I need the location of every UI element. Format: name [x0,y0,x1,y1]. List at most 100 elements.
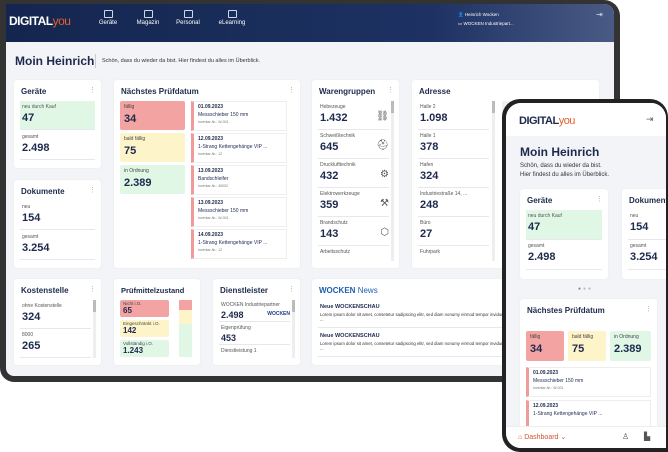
fire-shield-icon: ⬡ [380,227,389,238]
stat-total[interactable]: gesamt 3.254 [20,231,95,260]
scrollbar[interactable] [492,101,495,261]
nav-dashboard[interactable]: ⌂ Dashboard ⌄ [518,434,567,441]
more-icon[interactable]: ⋮ [596,196,603,203]
card-dokumente: Dokumente ⋮ neu 154 gesamt 3.254 [14,180,101,268]
status-soon[interactable]: bald fällig 75 [568,331,606,361]
card-dienstleister: Dienstleister ⋮ WOCKEN Industriepartner 2.… [213,279,300,365]
card-title: Kostenstelle [21,286,69,295]
more-icon[interactable]: ⋮ [89,187,96,194]
more-icon[interactable]: ⋮ [89,286,96,293]
logout-icon[interactable]: ⇥ [596,10,603,19]
more-icon[interactable]: ⋮ [387,87,394,94]
page-subtitle: Schön, dass du wieder da bist. Hier find… [102,58,261,64]
due-item[interactable]: 01.09.2023 Messschieber 150 mm Inventar-Nr… [191,101,287,131]
card-title: WOCKEN News [319,286,378,295]
drill-icon: ⚒ [380,198,389,209]
more-icon[interactable]: ⋮ [645,306,652,313]
status-ok[interactable]: in Ordnung 2.389 [120,165,185,194]
card-warengruppen: Warengruppen ⋮ Hebezeuge 1.432 ⛓ Schweißtec… [312,80,399,268]
list-item[interactable]: Fuhrpark [418,246,489,268]
company-icon[interactable]: ▙ [644,432,651,441]
stat-new[interactable]: neu 154 [20,201,95,230]
stat-total[interactable]: gesamt 3.254 [628,240,666,270]
state-ok[interactable]: Vollständig i.O. 1.243 [120,340,169,357]
card-title: Geräte [21,87,47,96]
card-title: Prüfmittelzustand [121,286,185,295]
list-item[interactable]: ohne Kostenstelle 324 [20,300,91,329]
card-title: Geräte [527,196,553,205]
scrollbar[interactable] [292,300,295,358]
carousel-dots[interactable]: ●●● [578,286,594,292]
nav-geraete[interactable]: Geräte [88,10,128,26]
list-item[interactable]: Brandschutz 143 ⬡ [318,217,389,246]
list-item[interactable]: Elektrowerkzeuge 359 ⚒ [318,188,389,217]
list-item[interactable]: Halle 2 1.098 [418,101,489,130]
more-icon[interactable]: ⋮ [288,87,295,94]
page-subtitle: Schön, dass du wieder da bist. Hier finde… [520,163,610,178]
card-geraete: Geräte ⋮ neu durch Kauf 47 gesamt 2.498 [14,80,101,168]
phone-screen: DIGITALyou ⇥ Moin Heinrich Schön, dass d… [506,103,666,448]
stat-total[interactable]: gesamt 2.498 [526,240,602,270]
list-item[interactable]: WOCKEN Industriepartner 2.498 WOCKEN [219,302,290,322]
user-icon[interactable]: ♙ [622,432,630,441]
state-limited[interactable]: Eingeschränkt i.O. 142 [120,320,169,337]
list-item[interactable]: Eigenprüfung 453 [219,323,290,345]
state-not-ok[interactable]: Nicht i.O. 65 [120,300,169,317]
wocken-logo: WOCKEN [267,311,290,317]
due-item[interactable]: 13.09.2023 Messschieber 150 mm Inventar-Nr… [191,197,287,227]
status-ok[interactable]: in Ordnung 2.389 [610,331,651,361]
logo[interactable]: DIGITALyou [519,115,575,127]
card-title: Nächstes Prüfdatum [121,87,199,96]
chain-icon: ⛓ [376,111,389,122]
list-item[interactable]: Dienstleistung 1 [221,348,257,354]
nav-personal[interactable]: Personal [168,10,208,26]
card-pruefdatum: Nächstes Prüfdatum ⋮ fällig 34 bald fällig… [520,299,657,429]
warehouse-icon [143,10,153,18]
status-soon[interactable]: bald fällig 75 [120,133,185,162]
due-item[interactable]: 12.09.2023 1-Strang Kettengehänge VIP ...… [191,133,287,163]
phone-header: DIGITALyou ⇥ [506,103,666,136]
stat-new[interactable]: neu 154 [628,210,666,240]
page-title: Moin Heinrich [520,145,600,159]
stat-new[interactable]: neu durch Kauf 47 [20,101,95,130]
list-item[interactable]: Halle 1 378 [418,130,489,159]
list-item[interactable]: Arbeitsschutz [318,246,389,268]
due-item[interactable]: 01.09.2023 Messschieber 150 mm Inventar-Nr… [526,367,651,397]
card-title: Dokumente [21,187,65,196]
stat-total[interactable]: gesamt 2.498 [20,131,95,160]
due-item[interactable]: 14.09.2023 1-Strang Kettengehänge VIP ...… [191,229,287,259]
nav-elearning[interactable]: eLearning [212,10,252,26]
status-due[interactable]: fällig 34 [526,331,564,361]
bottom-nav: ⌂ Dashboard ⌄ ♙ ▙ [506,426,666,448]
list-item[interactable]: Büro 27 [418,217,489,246]
logout-icon[interactable]: ⇥ [646,114,654,124]
due-item[interactable]: 13.09.2023 Bandschleifer Inventar-Nr.: 450… [191,165,287,195]
list-item[interactable]: Schweißtechnik 645 ⛑ [318,130,389,159]
card-title: Warengruppen [319,87,376,96]
list-item[interactable]: Hebezeuge 1.432 ⛓ [318,101,389,130]
card-title: Nächstes Prüfdatum [527,306,605,315]
due-item[interactable]: 12.09.2023 1-Strang Kettengehänge VIP ... [526,400,651,429]
more-icon[interactable]: ⋮ [288,286,295,293]
company-name[interactable]: ▭ WOCKEN Industriepart... [458,21,514,26]
news-item[interactable]: Neue WOCKENSCHAU Lorem ipsum dolor sit am… [318,300,587,328]
scrollbar[interactable] [391,101,394,261]
list-item[interactable]: Industriestraße 14, ... 248 [418,188,489,217]
card-kostenstelle: Kostenstelle ⋮ ohne Kostenstelle 324 8000 2… [14,279,101,365]
list-item[interactable]: Drucklufttechnik 432 ⚙ [318,159,389,188]
more-icon[interactable]: ⋮ [89,87,96,94]
logo[interactable]: DIGITALyou [9,14,71,28]
devices-icon [103,10,113,18]
list-item[interactable]: Hafen 324 [418,159,489,188]
card-title: Adresse [419,87,451,96]
scrollbar[interactable] [93,300,96,358]
stat-new[interactable]: neu durch Kauf 47 [526,210,602,240]
bar-not-ok [179,300,192,310]
user-name[interactable]: 👤 Heinrich Wocken [458,12,499,17]
top-navbar: DIGITALyou Geräte Magazin Personal eLear… [6,4,614,42]
news-item[interactable]: Neue WOCKENSCHAU Lorem ipsum dolor sit am… [318,329,587,357]
bar-ok [179,324,192,357]
list-item[interactable]: 8000 265 [20,329,91,358]
status-due[interactable]: fällig 34 [120,101,185,130]
nav-magazin[interactable]: Magazin [128,10,168,26]
